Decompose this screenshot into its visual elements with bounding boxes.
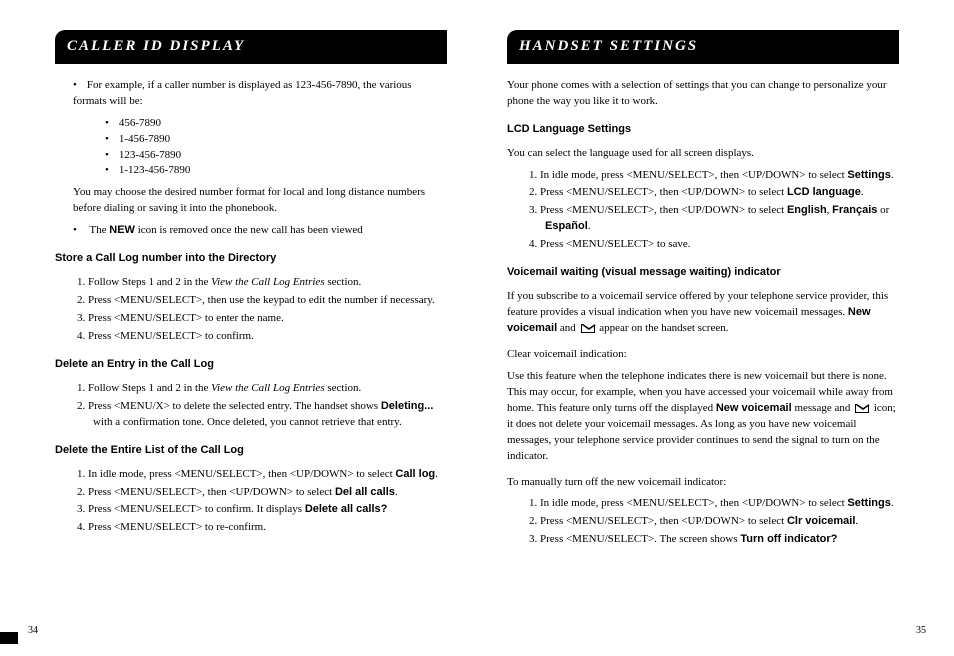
step: 2. Press <MENU/SELECT>, then <UP/DOWN> t… xyxy=(77,485,447,501)
subhead-voicemail: Voicemail waiting (visual message waitin… xyxy=(507,265,899,281)
after-sub-text: You may choose the desired number format… xyxy=(55,185,447,217)
page-number-left: 34 xyxy=(28,624,38,639)
step: 2. Press <MENU/SELECT>, then <UP/DOWN> t… xyxy=(529,514,899,530)
manual-lead: To manually turn off the new voicemail i… xyxy=(507,475,899,491)
step: 1. In idle mode, press <MENU/SELECT>, th… xyxy=(529,168,899,184)
step: 2. Press <MENU/SELECT>, then <UP/DOWN> t… xyxy=(529,185,899,201)
step: 3. Press <MENU/SELECT> to confirm. It di… xyxy=(77,502,447,518)
step: 1. In idle mode, press <MENU/SELECT>, th… xyxy=(529,496,899,512)
intro-bullet: For example, if a caller number is displ… xyxy=(73,78,447,110)
new-icon-line: The NEW icon is removed once the new cal… xyxy=(73,223,447,239)
bold-new: NEW xyxy=(109,224,135,236)
sub-bullet: 456-7890 xyxy=(105,116,447,132)
page-left: CALLER ID DISPLAY For example, if a call… xyxy=(0,0,477,656)
spine-mark xyxy=(0,632,18,644)
manual-steps: 1. In idle mode, press <MENU/SELECT>, th… xyxy=(507,496,899,548)
delete-all-steps: 1. In idle mode, press <MENU/SELECT>, th… xyxy=(55,467,447,537)
two-page-spread: CALLER ID DISPLAY For example, if a call… xyxy=(0,0,954,656)
subhead-store: Store a Call Log number into the Directo… xyxy=(55,251,447,267)
text: The xyxy=(89,224,109,236)
step: 2. Press <MENU/X> to delete the selected… xyxy=(77,399,447,431)
delete-entry-steps: 1. Follow Steps 1 and 2 in the View the … xyxy=(55,381,447,431)
step: 1. In idle mode, press <MENU/SELECT>, th… xyxy=(77,467,447,483)
mail-icon xyxy=(855,404,869,413)
lcd-lead: You can select the language used for all… xyxy=(507,146,899,162)
format-sublist: 456-7890 1-456-7890 123-456-7890 1-123-4… xyxy=(55,116,447,180)
step: 4. Press <MENU/SELECT> to re-confirm. xyxy=(77,520,447,536)
subhead-delete-entry: Delete an Entry in the Call Log xyxy=(55,357,447,373)
page-right: HANDSET SETTINGS Your phone comes with a… xyxy=(477,0,954,656)
lcd-steps: 1. In idle mode, press <MENU/SELECT>, th… xyxy=(507,168,899,254)
step: 3. Press <MENU/SELECT> to enter the name… xyxy=(77,311,447,327)
new-icon-bullet: The NEW icon is removed once the new cal… xyxy=(55,223,447,239)
subhead-delete-all: Delete the Entire List of the Call Log xyxy=(55,443,447,459)
sub-bullet: 1-456-7890 xyxy=(105,132,447,148)
text: icon is removed once the new call has be… xyxy=(135,224,363,236)
sub-bullet: 123-456-7890 xyxy=(105,148,447,164)
step: 4. Press <MENU/SELECT> to confirm. xyxy=(77,329,447,345)
clear-label: Clear voicemail indication: xyxy=(507,347,899,363)
step: 3. Press <MENU/SELECT>, then <UP/DOWN> t… xyxy=(529,203,899,235)
vm-p2: Use this feature when the telephone indi… xyxy=(507,369,899,465)
intro-text: Your phone comes with a selection of set… xyxy=(507,78,899,110)
subhead-lcd: LCD Language Settings xyxy=(507,122,899,138)
section-header-caller-id: CALLER ID DISPLAY xyxy=(55,30,447,64)
step: 1. Follow Steps 1 and 2 in the View the … xyxy=(77,381,447,397)
step: 1. Follow Steps 1 and 2 in the View the … xyxy=(77,275,447,291)
vm-p1: If you subscribe to a voicemail service … xyxy=(507,289,899,337)
intro-bullet-list: For example, if a caller number is displ… xyxy=(55,78,447,110)
sub-bullet: 1-123-456-7890 xyxy=(105,163,447,179)
section-header-handset: HANDSET SETTINGS xyxy=(507,30,899,64)
store-steps: 1. Follow Steps 1 and 2 in the View the … xyxy=(55,275,447,345)
page-number-right: 35 xyxy=(916,624,926,639)
step: 3. Press <MENU/SELECT>. The screen shows… xyxy=(529,532,899,548)
mail-icon xyxy=(581,324,595,333)
step: 2. Press <MENU/SELECT>, then use the key… xyxy=(77,293,447,309)
step: 4. Press <MENU/SELECT> to save. xyxy=(529,237,899,253)
